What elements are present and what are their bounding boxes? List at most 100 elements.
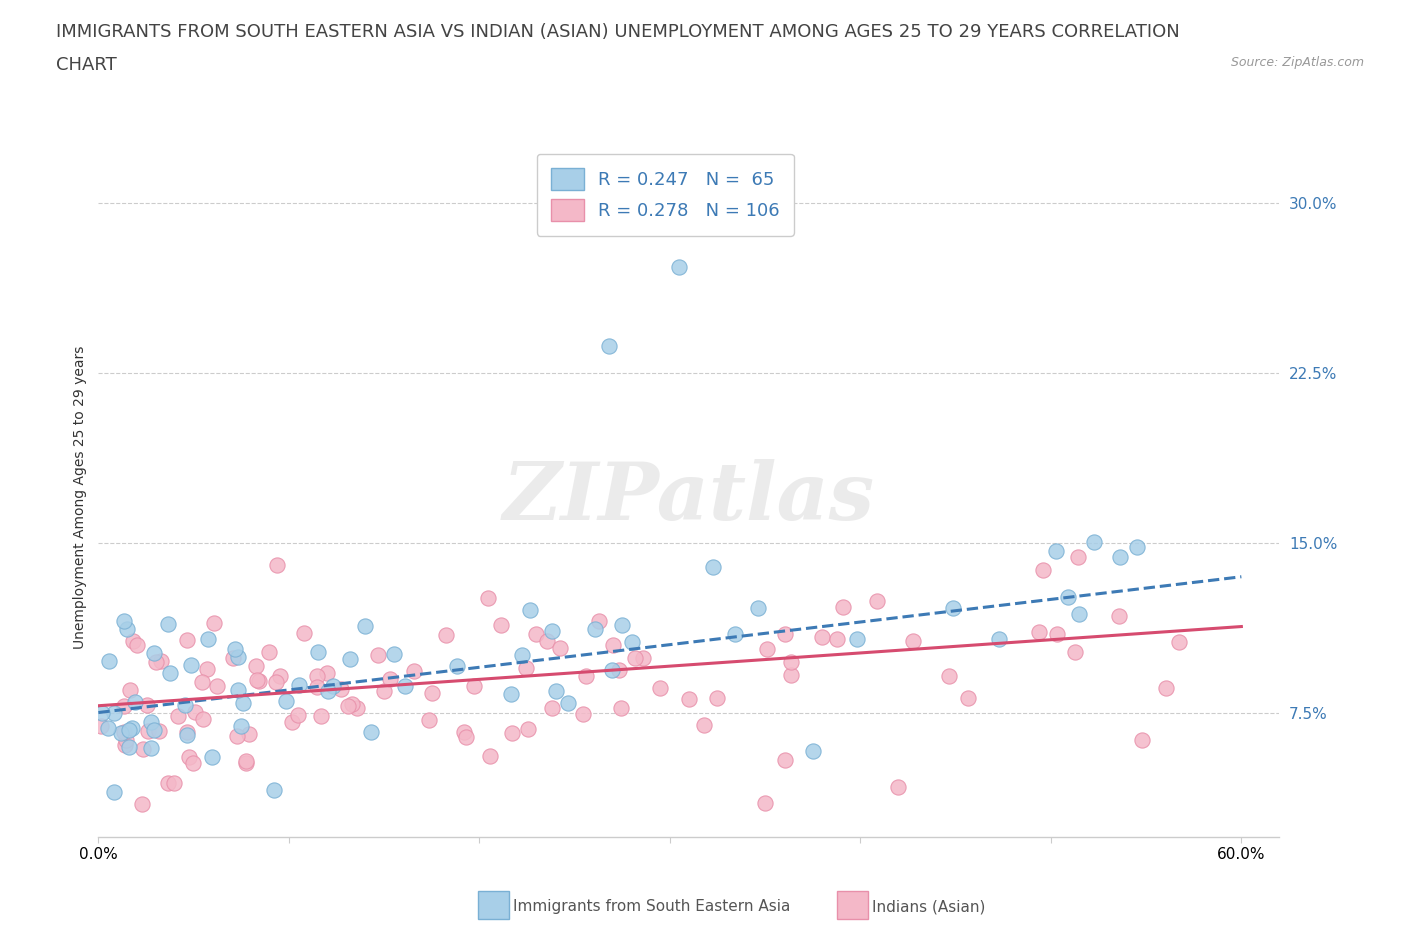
Point: [755, 641, 778, 656]
Point: [845, 631, 868, 646]
Point: [668, 259, 690, 274]
Point: [176, 724, 198, 739]
Point: [1057, 590, 1080, 604]
Point: [557, 696, 579, 711]
Point: [207, 679, 229, 694]
Point: [624, 651, 647, 666]
Point: [181, 756, 204, 771]
Point: [305, 679, 328, 694]
Point: [229, 719, 252, 734]
Point: [515, 661, 537, 676]
Point: [1067, 550, 1090, 565]
Point: [598, 339, 620, 353]
Point: [360, 724, 382, 739]
Point: [346, 701, 368, 716]
Point: [103, 784, 125, 799]
Point: [478, 749, 501, 764]
Point: [246, 672, 269, 687]
Point: [176, 728, 198, 743]
Point: [1032, 563, 1054, 578]
Point: [501, 726, 523, 741]
Point: [491, 618, 513, 632]
Point: [121, 720, 143, 735]
Point: [90, 706, 112, 721]
Point: [378, 672, 401, 687]
Point: [773, 627, 796, 642]
Point: [232, 696, 254, 711]
Point: [747, 600, 769, 615]
Text: ZIPatlas: ZIPatlas: [503, 458, 875, 537]
Point: [287, 708, 309, 723]
Point: [610, 618, 633, 632]
Point: [446, 659, 468, 674]
Point: [228, 683, 250, 698]
Point: [322, 679, 344, 694]
Point: [96, 721, 118, 736]
Point: [292, 626, 315, 641]
Point: [780, 654, 803, 669]
Point: [148, 724, 170, 738]
Point: [103, 705, 125, 720]
Point: [90, 718, 112, 733]
Point: [463, 679, 485, 694]
Point: [202, 616, 225, 631]
Point: [988, 631, 1011, 646]
Point: [621, 634, 644, 649]
Point: [1045, 543, 1067, 558]
Point: [957, 690, 980, 705]
Point: [316, 684, 339, 698]
Point: [541, 700, 564, 715]
Point: [136, 698, 159, 712]
Point: [702, 560, 724, 575]
Point: [139, 741, 162, 756]
Point: [235, 756, 257, 771]
Y-axis label: Unemployment Among Ages 25 to 29 years: Unemployment Among Ages 25 to 29 years: [73, 346, 87, 649]
Point: [316, 666, 339, 681]
Point: [191, 711, 214, 726]
Point: [1168, 634, 1191, 649]
Point: [288, 678, 311, 693]
Point: [810, 630, 832, 644]
Point: [132, 741, 155, 756]
Point: [373, 684, 395, 698]
Point: [139, 715, 162, 730]
Point: [114, 737, 136, 752]
Point: [247, 673, 270, 688]
Point: [454, 729, 477, 744]
Point: [1064, 644, 1087, 659]
Point: [110, 725, 132, 740]
Point: [678, 692, 700, 707]
Point: [112, 614, 135, 629]
Point: [173, 698, 195, 712]
Point: [887, 779, 910, 794]
Point: [309, 709, 332, 724]
Point: [264, 674, 287, 689]
Point: [149, 653, 172, 668]
Point: [124, 695, 146, 710]
Point: [382, 647, 405, 662]
Point: [263, 783, 285, 798]
Point: [938, 669, 960, 684]
Point: [142, 723, 165, 737]
Point: [825, 631, 848, 646]
Point: [235, 753, 257, 768]
Point: [156, 776, 179, 790]
Point: [942, 601, 965, 616]
Point: [176, 632, 198, 647]
Text: CHART: CHART: [56, 56, 117, 73]
Point: [122, 634, 145, 649]
Point: [602, 638, 624, 653]
Point: [394, 679, 416, 694]
Point: [693, 717, 716, 732]
Point: [337, 698, 360, 713]
Point: [434, 628, 457, 643]
Point: [588, 613, 610, 628]
Point: [1028, 625, 1050, 640]
Point: [648, 681, 671, 696]
Point: [801, 744, 824, 759]
Point: [536, 634, 558, 649]
Point: [342, 697, 364, 711]
Point: [266, 558, 288, 573]
Point: [754, 796, 776, 811]
Point: [631, 650, 654, 665]
